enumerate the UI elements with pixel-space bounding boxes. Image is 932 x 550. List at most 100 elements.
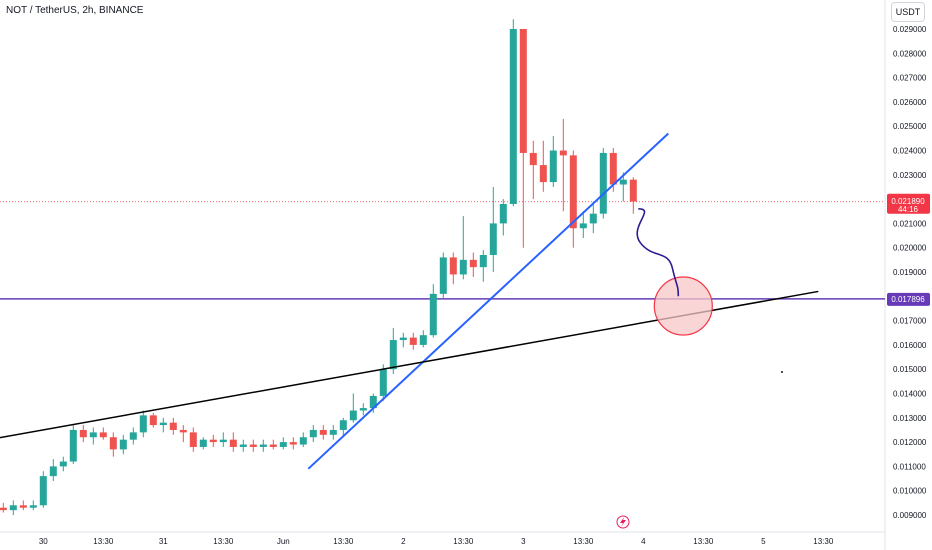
candle-body [139, 415, 147, 433]
candle-body [189, 432, 197, 447]
candle-body [259, 444, 267, 447]
y-tick-label: 0.024000 [893, 147, 927, 156]
x-tick-label: 31 [159, 537, 168, 546]
candle-body [29, 505, 37, 508]
candle-body [529, 152, 537, 166]
level-price-tag [887, 292, 930, 306]
candle-body [559, 150, 567, 156]
y-tick-label: 0.009000 [893, 511, 927, 520]
y-tick-label: 0.013000 [893, 414, 927, 423]
y-tick-label: 0.015000 [893, 365, 927, 374]
candle-body [79, 429, 87, 438]
candle-body [469, 259, 477, 268]
candle-body [369, 395, 377, 409]
candle-body [109, 437, 117, 450]
candle-body [589, 213, 597, 224]
x-tick-label: 13:30 [453, 537, 474, 546]
y-tick-label: 0.029000 [893, 25, 927, 34]
blue-trendline[interactable] [307, 132, 669, 470]
x-tick-label: 3 [521, 537, 526, 546]
bar-countdown: 44:16 [898, 205, 919, 214]
y-tick-label: 0.025000 [893, 122, 927, 131]
y-tick-label: 0.014000 [893, 390, 927, 399]
y-tick-label: 0.019000 [893, 268, 927, 277]
symbol-title: NOT / TetherUS, 2h, BINANCE [6, 5, 144, 16]
candle-body [49, 466, 57, 477]
candle-body [179, 429, 187, 433]
lightning-icon[interactable] [616, 515, 630, 529]
x-tick-label: 13:30 [213, 537, 234, 546]
candle-body [419, 335, 427, 345]
candle-body [0, 507, 7, 511]
candle-body [209, 439, 217, 443]
candle-body [329, 429, 337, 435]
y-tick-label: 0.027000 [893, 74, 927, 83]
y-tick-label: 0.021000 [893, 219, 927, 228]
candle-body [229, 439, 237, 447]
y-tick-label: 0.023000 [893, 171, 927, 180]
x-tick-label: 13:30 [333, 537, 354, 546]
candle-body [389, 340, 397, 370]
candle-body [539, 165, 547, 183]
candle-body [319, 429, 327, 435]
candle-body [149, 415, 157, 426]
candle-body [619, 179, 627, 185]
candle-body [129, 432, 137, 440]
candle-body [299, 437, 307, 445]
target-circle[interactable] [653, 276, 713, 336]
y-tick-label: 0.026000 [893, 98, 927, 107]
candle-body [59, 461, 67, 467]
candle-body [219, 439, 227, 443]
x-tick-label: 30 [39, 537, 48, 546]
candle-body [629, 179, 637, 202]
candle-body [159, 422, 167, 426]
candle-body [479, 254, 487, 268]
currency-button[interactable]: USDT [891, 2, 925, 22]
y-tick-label: 0.017000 [893, 317, 927, 326]
last-price-value: 0.021890 [891, 197, 925, 206]
y-tick-label: 0.016000 [893, 341, 927, 350]
candle-body [19, 505, 27, 508]
x-tick-label: 13:30 [573, 537, 594, 546]
x-tick-label: 2 [401, 537, 406, 546]
candle-body [309, 429, 317, 438]
candle-body [39, 476, 47, 506]
candle-body [199, 439, 207, 447]
candle-body [89, 432, 97, 438]
x-tick-label: 4 [641, 537, 646, 546]
candle-body [409, 337, 417, 345]
candle-body [119, 439, 127, 450]
candle-body [579, 223, 587, 229]
candle-body [449, 257, 457, 275]
candle-body [69, 429, 77, 462]
candle-body [569, 155, 577, 229]
candle-body [519, 29, 527, 153]
candle-body [599, 152, 607, 214]
candle-body [549, 150, 557, 183]
candle-body [289, 442, 297, 445]
candle-body [429, 293, 437, 336]
projection-path[interactable] [636, 208, 680, 297]
x-tick-label: Jun [277, 537, 290, 546]
lightning-bolt-icon [620, 517, 626, 527]
candle-body [509, 29, 517, 204]
candle-body [359, 408, 367, 411]
x-tick-label: 5 [761, 537, 766, 546]
last-price-tag [887, 193, 930, 214]
x-tick-label: 13:30 [813, 537, 834, 546]
level-price-value: 0.017896 [891, 295, 925, 304]
candle-body [609, 152, 617, 185]
x-tick-label: 13:30 [93, 537, 114, 546]
candle-body [349, 410, 357, 421]
candle-body [99, 432, 107, 438]
candle-body [459, 259, 467, 275]
candle-body [279, 442, 287, 447]
y-tick-label: 0.010000 [893, 487, 927, 496]
y-tick-label: 0.028000 [893, 49, 927, 58]
y-tick-label: 0.012000 [893, 438, 927, 447]
stray-dot [781, 371, 783, 373]
candle-body [9, 505, 17, 511]
candle-body [489, 223, 497, 255]
